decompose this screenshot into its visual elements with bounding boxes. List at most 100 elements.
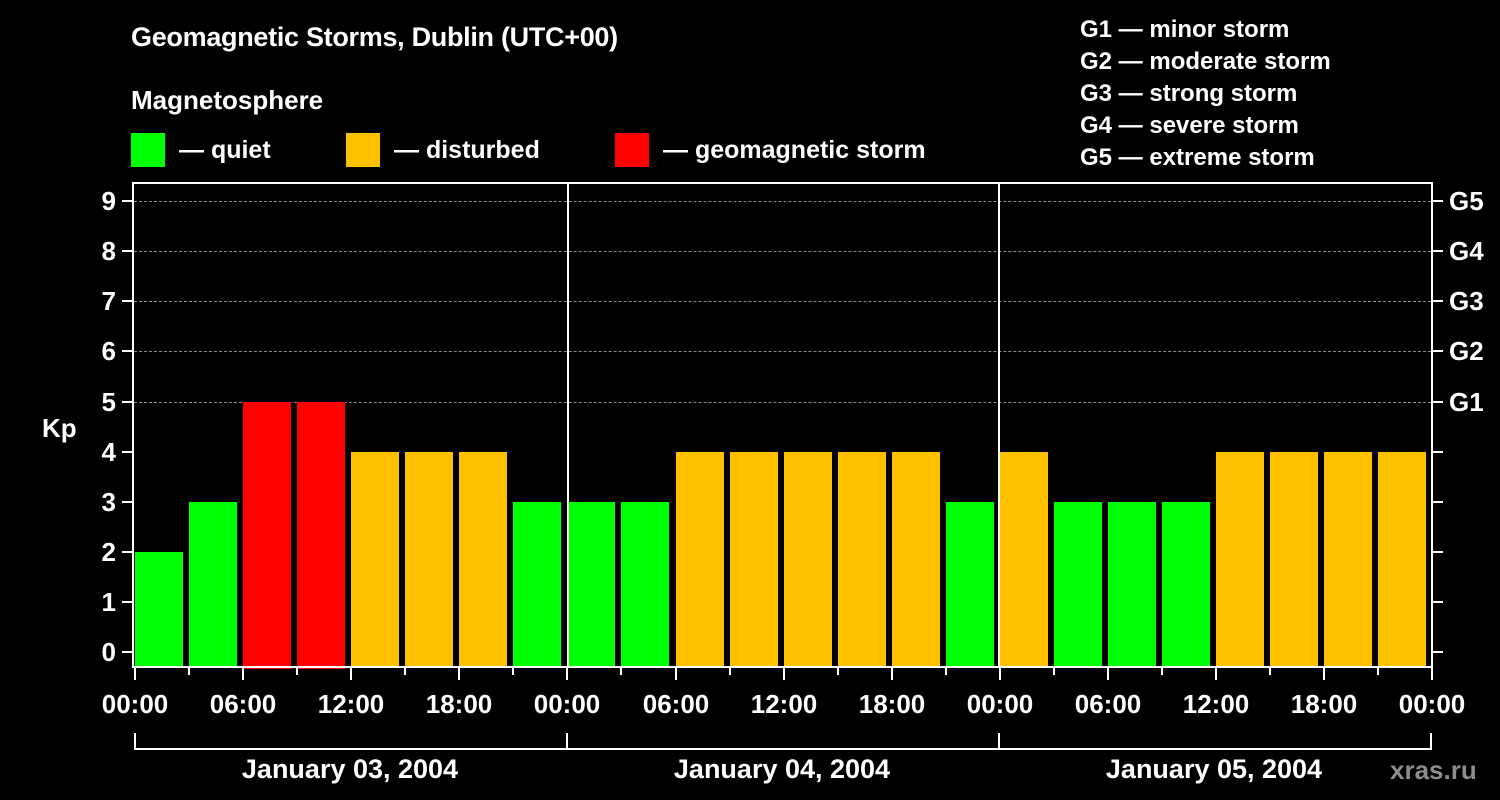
kp-bar xyxy=(892,452,940,668)
date-bracket xyxy=(134,748,1432,750)
y-tick-label: 0 xyxy=(101,637,116,667)
x-tick-label: 06:00 xyxy=(209,689,277,719)
kp-bar xyxy=(784,452,832,668)
x-tick-label: 06:00 xyxy=(1074,689,1142,719)
y-tick xyxy=(122,401,132,403)
x-tick-label: 00:00 xyxy=(101,689,169,719)
x-tick xyxy=(783,668,785,680)
kp-bar xyxy=(459,452,507,668)
kp-bar xyxy=(297,402,345,669)
x-tick xyxy=(566,668,568,680)
g-level-label: G2 xyxy=(1449,336,1484,366)
y-tick-label: 2 xyxy=(101,537,116,567)
y-tick xyxy=(122,651,132,653)
x-tick xyxy=(891,668,893,680)
kp-bar xyxy=(243,402,291,669)
kp-bar xyxy=(1270,452,1318,668)
date-label: January 05, 2004 xyxy=(1105,754,1323,784)
y-tick-right xyxy=(1433,651,1443,653)
x-tick xyxy=(512,668,514,675)
day-separator xyxy=(998,182,1000,668)
x-tick-label: 00:00 xyxy=(966,689,1034,719)
x-tick xyxy=(350,668,352,680)
watermark: xras.ru xyxy=(1390,755,1477,785)
x-tick-label: 00:00 xyxy=(533,689,601,719)
x-tick xyxy=(1269,668,1271,675)
y-tick-right xyxy=(1433,451,1443,453)
y-tick xyxy=(122,300,132,302)
kp-bar xyxy=(730,452,778,668)
kp-bar xyxy=(567,502,615,668)
storm-swatch xyxy=(615,133,649,167)
x-tick xyxy=(999,668,1001,680)
day-separator xyxy=(567,182,569,668)
y-tick-label: 1 xyxy=(101,587,116,617)
x-tick-label: 18:00 xyxy=(425,689,493,719)
y-tick-right xyxy=(1433,551,1443,553)
x-tick xyxy=(1161,668,1163,675)
storm-level-g4: G4 — severe storm xyxy=(1080,112,1299,139)
y-tick xyxy=(122,501,132,503)
kp-bar xyxy=(1216,452,1264,668)
kp-bar xyxy=(946,502,994,668)
gridline xyxy=(134,201,1431,202)
date-bracket-tick xyxy=(1430,733,1432,750)
kp-bar xyxy=(1324,452,1372,668)
storm-level-g2: G2 — moderate storm xyxy=(1080,48,1331,75)
g-level-label: G1 xyxy=(1449,387,1484,417)
g-level-label: G3 xyxy=(1449,286,1484,316)
legend-label: — quiet xyxy=(179,135,271,164)
legend-storm: — geomagnetic storm xyxy=(615,133,926,167)
legend-label: — geomagnetic storm xyxy=(663,135,926,164)
kp-bar xyxy=(1162,502,1210,668)
kp-bar xyxy=(1054,502,1102,668)
y-tick-label: 8 xyxy=(101,236,116,266)
y-tick xyxy=(122,350,132,352)
x-tick xyxy=(1377,668,1379,675)
x-tick-label: 00:00 xyxy=(1398,689,1466,719)
g-level-label: G4 xyxy=(1449,236,1484,266)
legend-label: — disturbed xyxy=(394,135,540,164)
kp-bar xyxy=(1108,502,1156,668)
y-tick-right xyxy=(1433,350,1443,352)
gridline xyxy=(134,301,1431,302)
x-tick-label: 18:00 xyxy=(1290,689,1358,719)
kp-bar xyxy=(351,452,399,668)
y-tick-right xyxy=(1433,501,1443,503)
kp-bar xyxy=(1378,452,1426,668)
y-tick-right xyxy=(1433,401,1443,403)
y-tick-right xyxy=(1433,250,1443,252)
x-tick xyxy=(945,668,947,675)
x-tick xyxy=(1107,668,1109,680)
chart-title: Geomagnetic Storms, Dublin (UTC+00) xyxy=(131,22,618,52)
kp-bar xyxy=(135,552,183,668)
date-bracket-tick xyxy=(998,733,1000,750)
date-bracket-tick xyxy=(134,733,136,750)
date-bracket-tick xyxy=(566,733,568,750)
storm-level-g3: G3 — strong storm xyxy=(1080,80,1298,107)
y-tick-label: 3 xyxy=(101,487,116,517)
x-tick xyxy=(1053,668,1055,675)
y-tick xyxy=(122,250,132,252)
x-tick-label: 12:00 xyxy=(750,689,818,719)
x-tick xyxy=(458,668,460,680)
y-tick-label: 5 xyxy=(101,387,116,417)
x-tick xyxy=(1431,668,1433,680)
chart-subtitle: Magnetosphere xyxy=(131,85,324,115)
y-tick-label: 4 xyxy=(101,437,116,467)
gridline xyxy=(134,351,1431,352)
x-tick xyxy=(404,668,406,675)
date-label: January 04, 2004 xyxy=(673,754,891,784)
y-tick-right xyxy=(1433,601,1443,603)
y-axis-label: Kp xyxy=(42,413,77,443)
y-tick-right xyxy=(1433,300,1443,302)
x-tick xyxy=(296,668,298,675)
storm-level-g5: G5 — extreme storm xyxy=(1080,144,1315,171)
x-tick xyxy=(134,668,136,680)
x-tick-label: 18:00 xyxy=(858,689,926,719)
x-tick xyxy=(729,668,731,675)
kp-bar xyxy=(838,452,886,668)
storm-level-g1: G1 — minor storm xyxy=(1080,16,1290,43)
plot-frame xyxy=(132,182,1433,668)
x-tick xyxy=(1215,668,1217,680)
